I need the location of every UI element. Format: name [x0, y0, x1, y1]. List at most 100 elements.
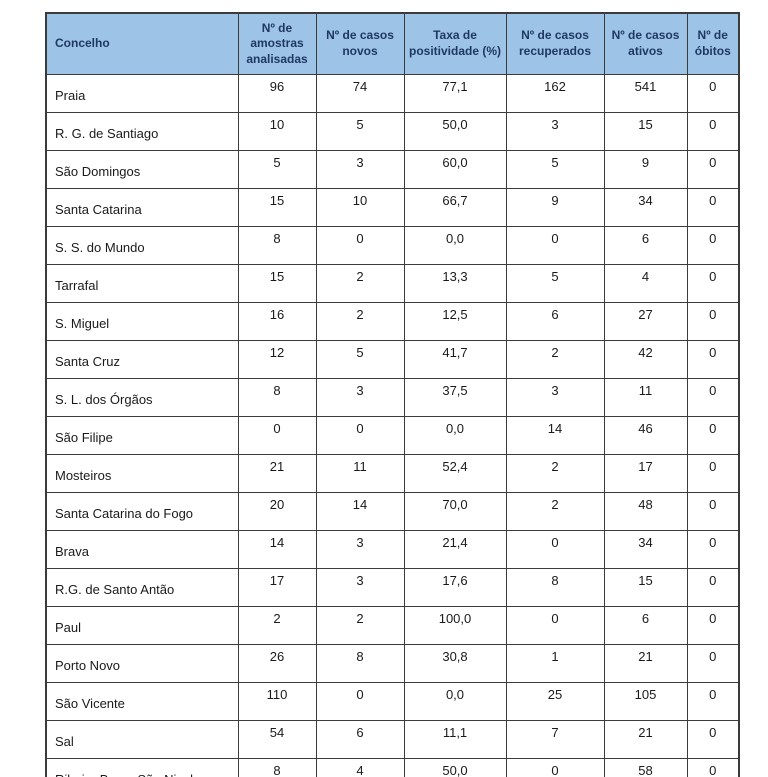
- value-cell: 15: [237, 188, 317, 227]
- concelho-cell: S. S. do Mundo: [45, 226, 239, 265]
- concelho-cell: R.G. de Santo Antão: [45, 568, 239, 607]
- table-row: Brava 14 3 21,4 0 34 0: [45, 530, 740, 569]
- value-cell: 70,0: [403, 492, 507, 531]
- value-cell: 11: [315, 454, 405, 493]
- value-cell: 6: [603, 606, 688, 645]
- value-cell: 0: [686, 74, 740, 113]
- concelho-cell: São Filipe: [45, 416, 239, 455]
- value-cell: 27: [603, 302, 688, 341]
- column-header: Nº de casos recuperados: [505, 12, 605, 75]
- value-cell: 21: [237, 454, 317, 493]
- value-cell: 2: [505, 492, 605, 531]
- value-cell: 0,0: [403, 226, 507, 265]
- concelho-cell: R. G. de Santiago: [45, 112, 239, 151]
- value-cell: 9: [603, 150, 688, 189]
- table-row: Santa Cruz 12 5 41,7 2 42 0: [45, 340, 740, 379]
- value-cell: 5: [315, 112, 405, 151]
- concelho-cell: Ribeira Brava São Nicolau: [45, 758, 239, 777]
- value-cell: 74: [315, 74, 405, 113]
- column-header: Taxa de positividade (%): [403, 12, 507, 75]
- value-cell: 21: [603, 720, 688, 759]
- value-cell: 0: [686, 644, 740, 683]
- value-cell: 9: [505, 188, 605, 227]
- value-cell: 11,1: [403, 720, 507, 759]
- value-cell: 66,7: [403, 188, 507, 227]
- value-cell: 2: [237, 606, 317, 645]
- value-cell: 0: [505, 758, 605, 777]
- concelho-cell: Praia: [45, 74, 239, 113]
- value-cell: 8: [237, 758, 317, 777]
- value-cell: 3: [315, 530, 405, 569]
- value-cell: 15: [603, 568, 688, 607]
- value-cell: 0,0: [403, 416, 507, 455]
- value-cell: 46: [603, 416, 688, 455]
- value-cell: 34: [603, 530, 688, 569]
- table-row: São Vicente 110 0 0,0 25 105 0: [45, 682, 740, 721]
- header-row: Concelho Nº de amostras analisadas Nº de c…: [45, 12, 740, 75]
- value-cell: 25: [505, 682, 605, 721]
- value-cell: 16: [237, 302, 317, 341]
- value-cell: 7: [505, 720, 605, 759]
- value-cell: 0: [686, 150, 740, 189]
- value-cell: 5: [505, 150, 605, 189]
- table-row: Praia 96 74 77,1 162 541 0: [45, 74, 740, 113]
- value-cell: 30,8: [403, 644, 507, 683]
- value-cell: 37,5: [403, 378, 507, 417]
- value-cell: 0: [237, 416, 317, 455]
- value-cell: 3: [315, 150, 405, 189]
- value-cell: 60,0: [403, 150, 507, 189]
- concelho-cell: Santa Catarina: [45, 188, 239, 227]
- value-cell: 12: [237, 340, 317, 379]
- value-cell: 4: [315, 758, 405, 777]
- value-cell: 50,0: [403, 112, 507, 151]
- value-cell: 162: [505, 74, 605, 113]
- concelho-cell: Sal: [45, 720, 239, 759]
- value-cell: 0: [686, 226, 740, 265]
- value-cell: 0: [315, 416, 405, 455]
- value-cell: 0: [686, 720, 740, 759]
- value-cell: 6: [603, 226, 688, 265]
- value-cell: 110: [237, 682, 317, 721]
- value-cell: 0: [686, 530, 740, 569]
- value-cell: 11: [603, 378, 688, 417]
- value-cell: 10: [237, 112, 317, 151]
- value-cell: 17,6: [403, 568, 507, 607]
- table-row: Sal 54 6 11,1 7 21 0: [45, 720, 740, 759]
- table-row: S. S. do Mundo 8 0 0,0 0 6 0: [45, 226, 740, 265]
- table-row: Mosteiros 21 11 52,4 2 17 0: [45, 454, 740, 493]
- value-cell: 48: [603, 492, 688, 531]
- table-header: Concelho Nº de amostras analisadas Nº de c…: [45, 12, 740, 75]
- column-header: Nº de óbitos: [686, 12, 740, 75]
- value-cell: 0: [686, 606, 740, 645]
- value-cell: 2: [315, 264, 405, 303]
- value-cell: 2: [505, 340, 605, 379]
- value-cell: 3: [505, 378, 605, 417]
- value-cell: 34: [603, 188, 688, 227]
- concelho-cell: São Vicente: [45, 682, 239, 721]
- value-cell: 0: [686, 758, 740, 777]
- value-cell: 8: [237, 226, 317, 265]
- table-row: São Filipe 0 0 0,0 14 46 0: [45, 416, 740, 455]
- value-cell: 6: [315, 720, 405, 759]
- table-row: Santa Catarina do Fogo 20 14 70,0 2 48 0: [45, 492, 740, 531]
- column-header-concelho: Concelho: [45, 12, 239, 75]
- table-row: Santa Catarina 15 10 66,7 9 34 0: [45, 188, 740, 227]
- value-cell: 21,4: [403, 530, 507, 569]
- value-cell: 6: [505, 302, 605, 341]
- value-cell: 50,0: [403, 758, 507, 777]
- table-body: Praia 96 74 77,1 162 541 0 R. G. de Santiago 10 5…: [45, 74, 740, 777]
- concelho-cell: Santa Catarina do Fogo: [45, 492, 239, 531]
- table-row: S. L. dos Órgãos 8 3 37,5 3 11 0: [45, 378, 740, 417]
- table-row: R. G. de Santiago 10 5 50,0 3 15 0: [45, 112, 740, 151]
- value-cell: 0,0: [403, 682, 507, 721]
- table-row: R.G. de Santo Antão 17 3 17,6 8 15 0: [45, 568, 740, 607]
- column-header: Nº de amostras analisadas: [237, 12, 317, 75]
- value-cell: 17: [237, 568, 317, 607]
- value-cell: 0: [505, 606, 605, 645]
- value-cell: 10: [315, 188, 405, 227]
- concelho-covid-table: Concelho Nº de amostras analisadas Nº de c…: [45, 12, 740, 777]
- value-cell: 12,5: [403, 302, 507, 341]
- value-cell: 105: [603, 682, 688, 721]
- value-cell: 2: [315, 606, 405, 645]
- value-cell: 0: [505, 530, 605, 569]
